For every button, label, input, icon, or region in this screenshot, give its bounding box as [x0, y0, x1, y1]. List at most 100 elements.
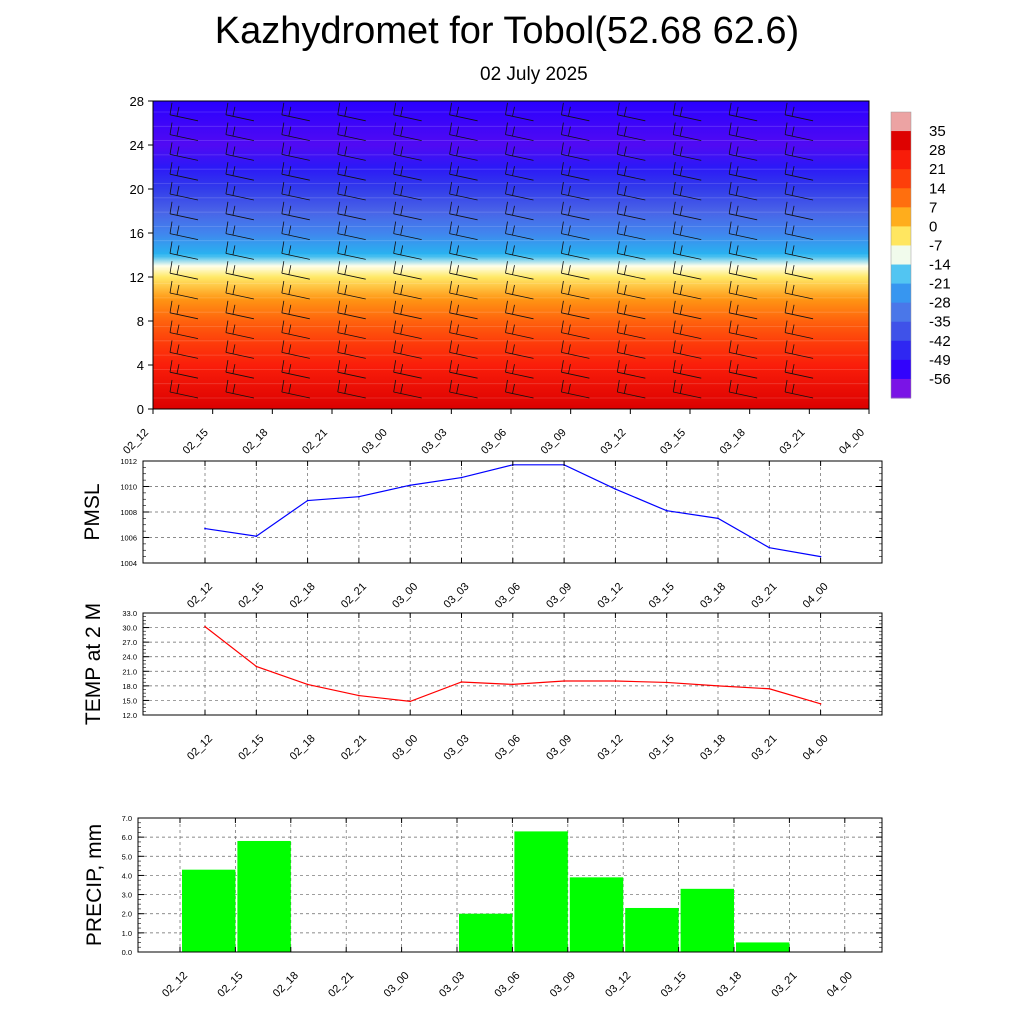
- wind-barb: [672, 379, 702, 399]
- x-tick-label: 02_15: [181, 427, 211, 457]
- wind-barb: [616, 142, 646, 161]
- y-tick-label: 1.0: [122, 929, 132, 938]
- wind-barb: [449, 360, 478, 379]
- precip-bar: [625, 907, 679, 952]
- wind-barb: [169, 379, 199, 399]
- y-tick-label: 30.0: [122, 624, 137, 633]
- x-tick-label: 03_06: [493, 733, 523, 763]
- wind-barb: [616, 379, 646, 399]
- data-point: [204, 625, 206, 628]
- y-tick-label: 12.0: [122, 711, 137, 720]
- y-tick-label: 33.0: [122, 609, 137, 618]
- wind-barb: [337, 261, 366, 280]
- colorbar-segment: [891, 359, 911, 380]
- x-tick-label: 03_00: [390, 581, 420, 611]
- x-tick-label: 03_09: [539, 427, 569, 457]
- y-tick-label: 1004: [120, 559, 137, 568]
- wind-barb: [225, 261, 255, 280]
- wind-barb: [561, 300, 590, 320]
- colorbar-segment: [891, 112, 911, 132]
- data-point: [665, 509, 668, 512]
- wind-barb: [505, 241, 534, 260]
- colorbar-label: -7: [929, 237, 942, 254]
- wind-barb: [505, 320, 534, 339]
- wind-barb: [337, 300, 366, 320]
- x-tick-label: 02_18: [288, 581, 318, 611]
- wind-barb: [561, 261, 590, 280]
- y-tick-label: 12: [130, 270, 144, 285]
- data-point: [614, 680, 617, 682]
- colorbar-segment: [891, 378, 911, 399]
- data-point: [512, 683, 514, 686]
- wind-barb: [225, 102, 255, 122]
- wind-barb: [225, 320, 255, 339]
- x-tick-label: 02_12: [185, 581, 215, 611]
- wind-barb: [281, 241, 310, 260]
- wind-barb: [169, 162, 199, 181]
- data-point: [255, 535, 258, 538]
- wind-barb: [393, 102, 422, 122]
- wind-barb: [337, 221, 366, 240]
- colorbar-segment: [891, 245, 911, 266]
- y-tick-label: 1012: [120, 457, 137, 466]
- wind-barb: [672, 300, 702, 320]
- data-point: [665, 681, 668, 684]
- colorbar-segment: [891, 150, 911, 170]
- wind-barb: [281, 142, 310, 161]
- wind-barb: [672, 241, 702, 260]
- x-tick-label: 02_18: [240, 427, 270, 457]
- wind-barb: [728, 360, 758, 379]
- colorbar-label: -42: [929, 333, 951, 350]
- colorbar-label: -49: [929, 352, 951, 369]
- wind-barb: [337, 162, 366, 181]
- x-tick-label: 03_21: [749, 733, 779, 763]
- data-point: [768, 546, 771, 549]
- x-tick-label: 02_21: [300, 427, 330, 457]
- y-axis-title: TEMP at 2 M: [82, 603, 105, 725]
- x-tick-label: 03_03: [419, 427, 449, 457]
- wind-barb: [616, 102, 646, 122]
- wind-barb: [449, 201, 478, 221]
- data-point: [768, 687, 771, 690]
- colorbar-label: 7: [929, 199, 937, 216]
- wind-barb: [337, 122, 366, 141]
- y-tick-label: 20: [130, 182, 144, 197]
- wind-barb: [281, 379, 310, 399]
- x-tick-label: 02_15: [236, 733, 266, 763]
- x-tick-label: 04_00: [801, 733, 831, 763]
- y-tick-label: 8: [137, 314, 144, 329]
- x-tick-label: 03_21: [777, 427, 807, 457]
- wind-barb: [728, 320, 758, 339]
- wind-barb: [337, 340, 366, 359]
- precip-bar: [459, 913, 513, 952]
- wind-barb: [449, 122, 478, 141]
- wind-barb: [169, 221, 199, 240]
- wind-barb: [784, 379, 814, 399]
- wind-barb: [728, 261, 758, 280]
- wind-barb: [225, 360, 255, 379]
- colorbar-label: 28: [929, 142, 946, 159]
- wind-barb: [225, 122, 255, 141]
- data-point: [614, 488, 617, 490]
- wind-barb: [561, 181, 590, 201]
- wind-barb: [728, 300, 758, 320]
- wind-barb: [616, 241, 646, 260]
- wind-barb: [505, 181, 534, 201]
- colorbar-segment: [891, 302, 911, 323]
- wind-barb: [728, 162, 758, 181]
- wind-barb: [561, 320, 590, 339]
- wind-barb: [169, 320, 199, 339]
- x-tick-label: 03_18: [698, 733, 728, 763]
- wind-barb: [505, 261, 534, 280]
- wind-barb: [728, 142, 758, 161]
- wind-barb: [505, 360, 534, 379]
- x-tick-label: 02_21: [326, 970, 356, 1000]
- wind-barb: [672, 221, 702, 240]
- wind-barb: [337, 142, 366, 161]
- wind-barb: [281, 360, 310, 379]
- wind-barb: [672, 340, 702, 359]
- x-tick-label: 03_18: [714, 970, 744, 1000]
- data-point: [358, 694, 360, 697]
- wind-barb: [337, 280, 366, 300]
